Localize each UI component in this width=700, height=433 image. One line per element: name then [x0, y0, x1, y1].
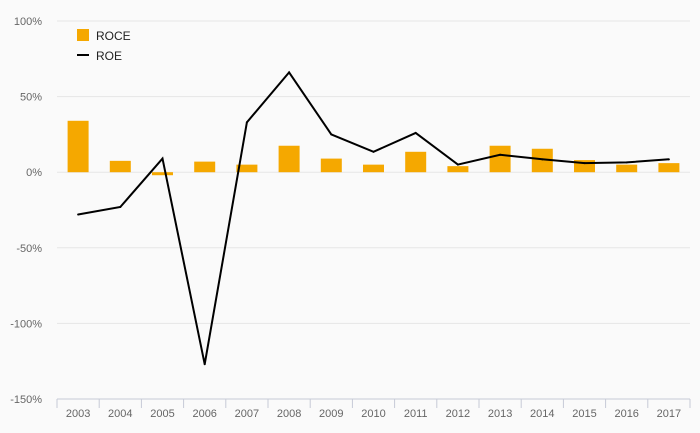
x-tick-label: 2009 [319, 408, 343, 420]
roe-point [456, 163, 459, 166]
roe-line-layer [77, 70, 670, 366]
y-axis: 100% 50% 0% -50% -100% -150% [10, 16, 42, 406]
roce-bar [109, 160, 131, 173]
roe-point [541, 158, 544, 161]
x-tick-label: 2010 [361, 408, 385, 420]
roe-point [245, 121, 248, 124]
x-tick-label: 2004 [108, 408, 132, 420]
roce-bar [447, 166, 469, 173]
x-tick-label: 2008 [277, 408, 301, 420]
roe-point [372, 150, 375, 153]
x-tick-label: 2006 [192, 408, 216, 420]
roce-bar [363, 164, 384, 173]
x-tick-label: 2007 [235, 408, 259, 420]
x-tick-label: 2017 [657, 408, 681, 420]
roe-point [667, 158, 670, 161]
roce-bar [405, 151, 427, 173]
roce-bar [489, 145, 511, 173]
roe-point [625, 161, 628, 164]
roe-point [203, 363, 206, 366]
roce-bars [67, 120, 680, 176]
roce-bar [67, 120, 89, 173]
roce-bar [531, 148, 553, 173]
y-tick-label: 100% [14, 16, 42, 28]
legend-label-roce: ROCE [96, 29, 131, 43]
roce-bar [320, 158, 342, 173]
y-tick-label: -150% [10, 394, 42, 406]
roce-bar [152, 172, 173, 176]
x-axis: 2003 2004 2005 2006 2007 2008 2009 2010 2011 2012… [56, 398, 691, 420]
y-tick-label: 50% [20, 92, 42, 104]
x-tick-label: 2016 [614, 408, 638, 420]
x-tick-label: 2012 [446, 408, 470, 420]
x-tick-label: 2013 [488, 408, 512, 420]
roce-bar [236, 164, 258, 173]
legend: ROCE ROE [77, 29, 131, 63]
roce-bar [616, 164, 638, 173]
roce-bar [658, 163, 680, 173]
x-tick-label: 2005 [150, 408, 174, 420]
x-tick-label: 2015 [572, 408, 596, 420]
legend-swatch-roce [77, 29, 89, 41]
y-tick-label: -50% [16, 243, 42, 255]
y-tick-label: -100% [10, 318, 42, 330]
roe-line [77, 70, 669, 365]
roce-bar [194, 161, 216, 173]
x-tick-label: 2014 [530, 408, 554, 420]
roe-point [161, 157, 164, 160]
x-tick-label: 2003 [66, 408, 90, 420]
y-tick-label: 0% [26, 167, 42, 179]
roe-point [77, 213, 80, 216]
roe-point [583, 162, 586, 165]
legend-label-roe: ROE [96, 49, 122, 63]
roce-bar [278, 145, 300, 173]
roe-point [288, 71, 291, 74]
roe-point [414, 131, 417, 134]
x-tick-label: 2011 [404, 408, 428, 420]
roe-point [499, 153, 502, 156]
roe-point [330, 133, 333, 136]
roe-point [119, 205, 122, 208]
